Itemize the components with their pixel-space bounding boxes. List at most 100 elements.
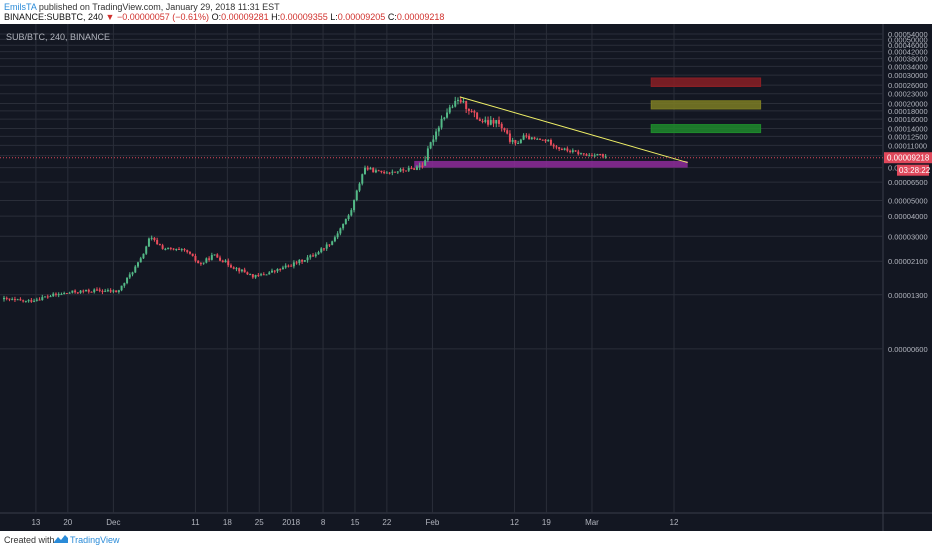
candle-body [361, 174, 364, 184]
candle-body [87, 289, 90, 292]
candle-body [169, 247, 172, 249]
time-tick-label: 18 [223, 518, 232, 527]
candle-body [377, 170, 380, 172]
candle-body [76, 292, 79, 294]
candle-body [213, 254, 216, 256]
candle-body [558, 147, 561, 149]
candle-body [65, 293, 68, 295]
price-tick-label: 0.00014000 [888, 124, 928, 133]
time-tick-label: 11 [191, 518, 200, 527]
candle-body [219, 257, 222, 261]
candle-body [331, 241, 334, 245]
price-tick-label: 0.00006500 [888, 178, 928, 187]
candle-body [35, 299, 38, 301]
tradingview-brand[interactable]: TradingView [70, 535, 120, 545]
target-zone-yellow [650, 100, 762, 110]
candle-body [563, 148, 566, 150]
candle-body [552, 144, 555, 147]
created-with-text: Created with [4, 535, 55, 545]
candle-body [38, 299, 41, 301]
change-arrow-icon: ▼ [105, 12, 115, 22]
candle-body [476, 112, 479, 120]
price-tick-label: 0.00042000 [888, 48, 928, 57]
candle-body [394, 171, 397, 173]
candle-body [19, 299, 22, 301]
price-tick-label: 0.00000600 [888, 345, 928, 354]
candle-body [309, 255, 312, 258]
annotation-zones [414, 77, 762, 168]
candle-body [238, 268, 241, 272]
candle-body [79, 290, 82, 293]
candle-body [164, 248, 167, 250]
candle-body [500, 123, 503, 129]
candle-body [306, 257, 309, 261]
price-axis[interactable] [883, 24, 932, 531]
candle-body [243, 269, 246, 273]
candle-body [459, 99, 462, 103]
candle-body [172, 248, 175, 250]
candle-body [251, 274, 254, 278]
candle-body [506, 130, 509, 134]
tradingview-logo-icon [54, 535, 68, 543]
candle-body [541, 139, 544, 141]
candle-body [137, 262, 140, 267]
time-tick-label: 2018 [282, 518, 300, 527]
candle-body [292, 262, 295, 267]
candle-body [478, 119, 481, 121]
candle-body [495, 120, 498, 124]
candle-body [60, 294, 63, 296]
candle-body [11, 299, 14, 301]
high-value: 0.00009355 [280, 12, 328, 22]
candle-body [3, 297, 5, 300]
candle-body [492, 120, 495, 124]
time-tick-label: Feb [426, 518, 440, 527]
chart-area[interactable]: 0.00054000 0.00050000 0.00046000 0.00042000… [0, 24, 932, 531]
price-tick-label: 0.00011000 [888, 141, 927, 150]
current-price-tag: 0.00009218 03:28:22 [884, 152, 932, 176]
candle-body [229, 265, 232, 268]
candle-body [5, 297, 8, 299]
price-tick-label: 0.00001300 [888, 291, 928, 300]
candle-body [539, 138, 542, 140]
candle-body [585, 154, 588, 156]
candle-body [432, 139, 435, 143]
candle-body [180, 249, 183, 251]
candle-body [142, 253, 145, 259]
change-value: −0.00000057 (−0.61%) [116, 12, 210, 22]
candle-body [156, 240, 159, 245]
candle-body [134, 266, 137, 273]
candle-body [325, 244, 328, 249]
symbol-line: BINANCE:SUBBTC, 240 [4, 12, 104, 22]
candle-body [415, 166, 418, 170]
author-link[interactable]: EmilsTA [4, 2, 37, 12]
current-price-label: 0.00009218 [887, 154, 930, 163]
candle-body [574, 150, 577, 152]
open-value: 0.00009281 [221, 12, 269, 22]
candle-body [273, 270, 276, 272]
candle-body [303, 260, 306, 262]
countdown-badge [897, 164, 929, 176]
low-label: L: [330, 12, 338, 22]
candle-body [443, 117, 446, 119]
time-tick-label: 19 [542, 518, 551, 527]
price-chart[interactable]: 0.000540000.000500000.000460000.00042000… [0, 24, 932, 531]
candle-body [446, 112, 449, 118]
price-tick-label: 0.00012500 [888, 132, 928, 141]
candle-body [421, 165, 424, 167]
candle-body [549, 139, 552, 145]
candle-body [246, 272, 249, 275]
candle-body [317, 252, 320, 255]
candle-body [205, 258, 208, 263]
candle-body [284, 265, 287, 268]
candle-body [131, 272, 134, 275]
candle-body [363, 167, 366, 175]
candle-body [580, 153, 583, 155]
candle-body [437, 127, 440, 132]
candle-body [98, 289, 101, 291]
candle-body [467, 108, 470, 111]
candle-body [210, 255, 213, 260]
candle-body [41, 297, 44, 301]
candle-body [380, 170, 383, 172]
candle-body [57, 294, 60, 296]
candle-body [95, 289, 98, 291]
